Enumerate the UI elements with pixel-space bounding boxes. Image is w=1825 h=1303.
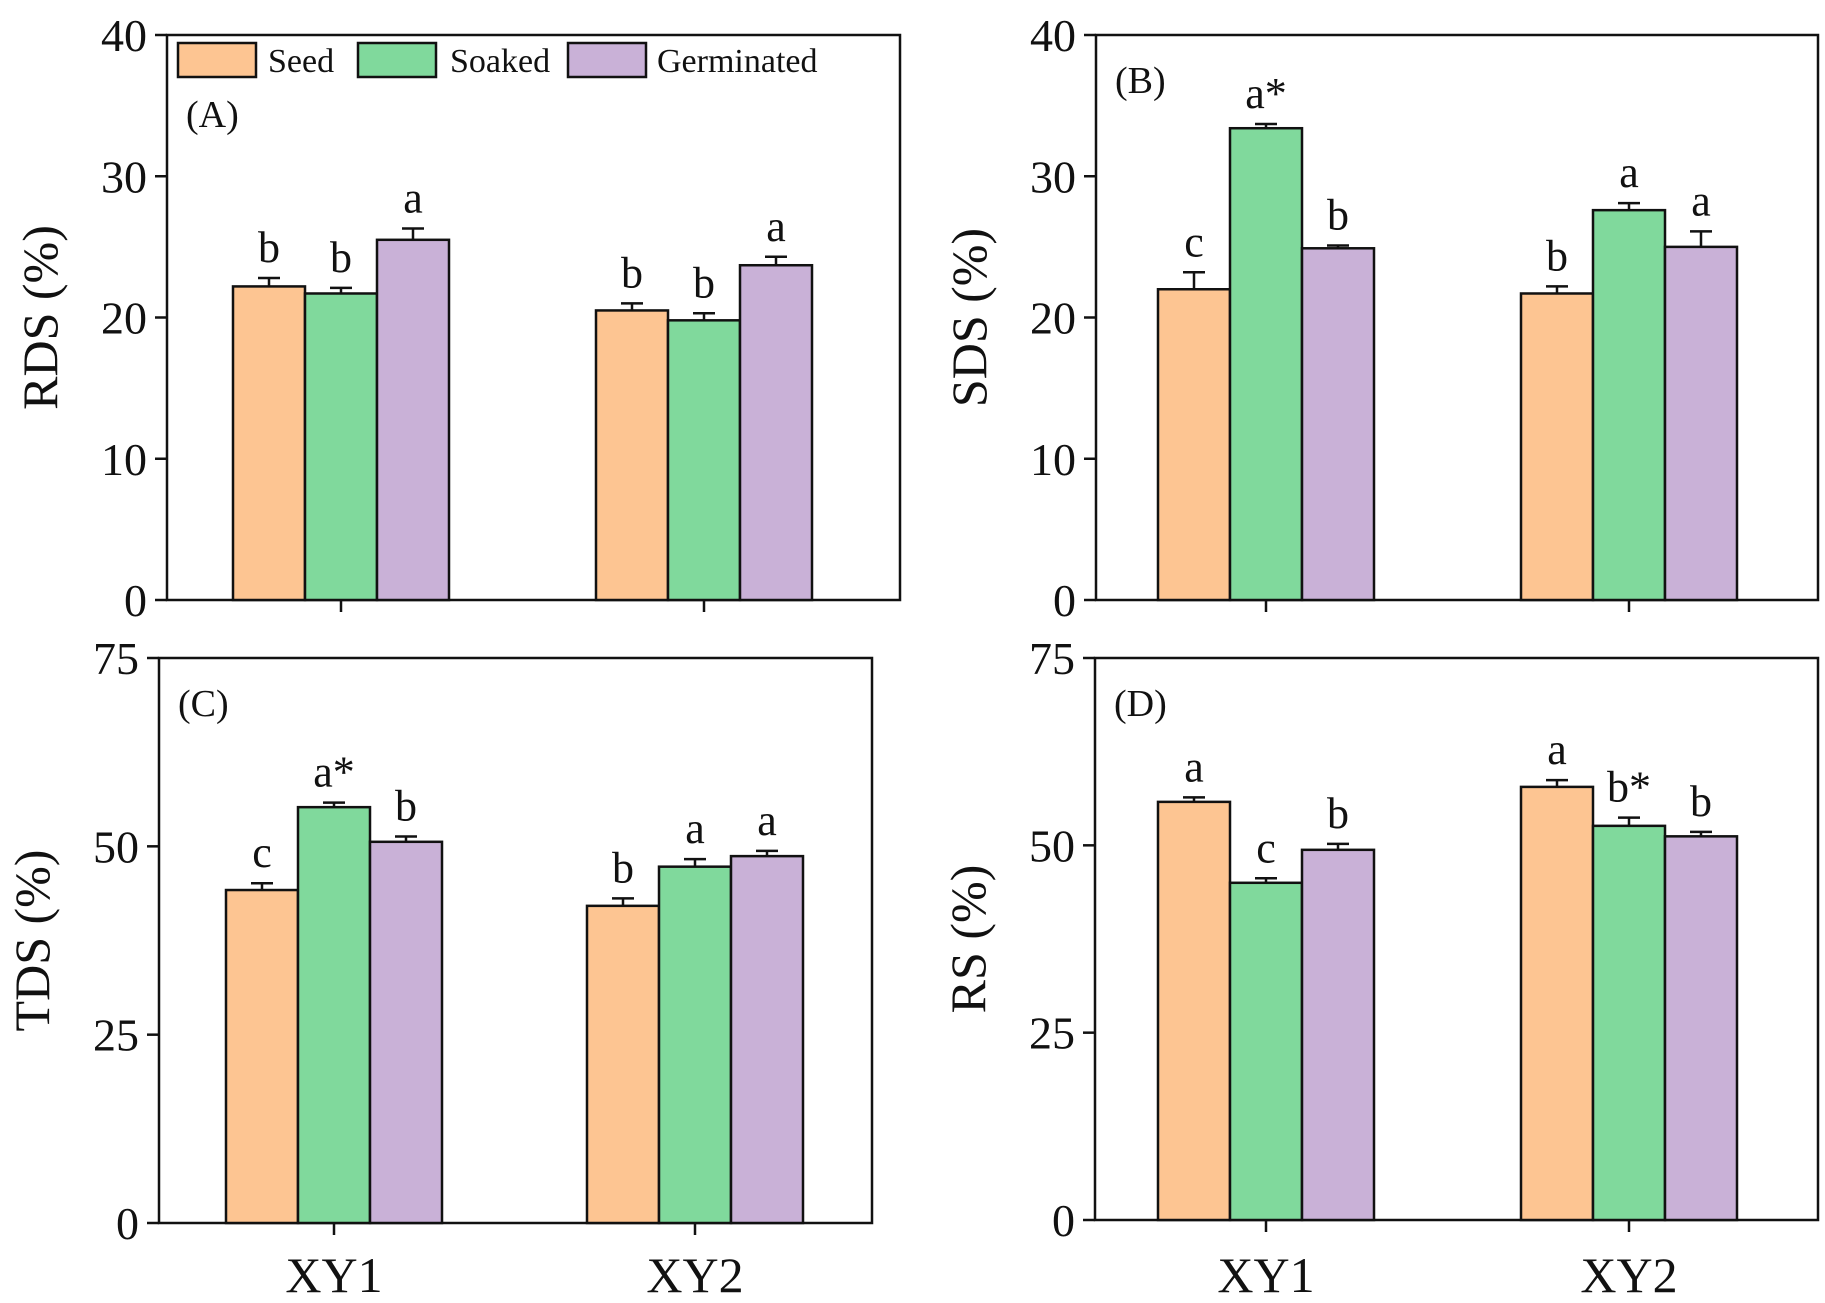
significance-label: a [757, 796, 777, 845]
y-axis-title: TDS (%) [4, 850, 60, 1032]
panel-label: (B) [1115, 60, 1166, 102]
significance-label: b [621, 248, 643, 297]
panel-label: (A) [186, 94, 239, 136]
bar-soaked-xy1 [296, 805, 372, 1225]
y-tick-label: 20 [1030, 293, 1076, 344]
y-tick-label: 30 [101, 151, 147, 202]
significance-label: a [766, 202, 786, 251]
panel-label: (D) [1114, 683, 1167, 725]
y-tick-label: 50 [93, 821, 139, 872]
legend-label-seed: Seed [268, 43, 334, 80]
significance-label: c [1184, 217, 1204, 266]
bar-seed-xy2 [594, 309, 670, 602]
panel-b: 0 10 20 30 40 SDS (%) (B) c b a* a b a [941, 10, 1820, 626]
y-tick-label: 0 [124, 575, 147, 626]
panel-a: 0 10 20 30 40 RDS (%) (A) b b b b a a [12, 10, 902, 626]
bar-germinated-xy2 [1663, 245, 1739, 602]
y-tick-label: 0 [116, 1198, 139, 1249]
bar-seed-xy2 [1519, 785, 1595, 1222]
x-category-label: XY2 [1580, 1247, 1677, 1303]
significance-label: b [395, 782, 417, 831]
bar-soaked-xy1 [1228, 881, 1304, 1222]
y-tick-label: 25 [1029, 1008, 1075, 1059]
bar-seed-xy1 [231, 285, 307, 602]
significance-label: b [330, 233, 352, 282]
y-tick-label: 10 [1030, 434, 1076, 485]
x-category-label: XY1 [285, 1247, 382, 1303]
bar-germinated-xy1 [368, 840, 444, 1225]
significance-label: b [1546, 231, 1568, 280]
bar-soaked-xy2 [657, 865, 733, 1225]
plot-frame [1093, 656, 1820, 1222]
significance-label: a [1691, 176, 1711, 225]
significance-label: c [252, 828, 272, 877]
significance-label: a [1619, 148, 1639, 197]
y-tick-label: 30 [1030, 151, 1076, 202]
y-tick-label: 40 [101, 10, 147, 61]
y-axis-title: SDS (%) [941, 228, 997, 407]
significance-label: b [1690, 777, 1712, 826]
y-tick-label: 50 [1029, 820, 1075, 871]
significance-label: a* [313, 748, 355, 797]
significance-label: b* [1607, 763, 1651, 812]
y-tick-label: 10 [101, 434, 147, 485]
x-category-label: XY2 [646, 1247, 743, 1303]
legend-label-germinated: Germinated [657, 43, 818, 80]
legend: Seed Soaked Germinated [176, 41, 818, 80]
significance-label: c [1256, 823, 1276, 872]
y-axis-title: RDS (%) [12, 225, 68, 410]
bar-germinated-xy1 [1300, 247, 1376, 602]
panel-label: (C) [178, 683, 229, 725]
bar-soaked-xy2 [1591, 208, 1667, 602]
y-tick-label: 75 [93, 633, 139, 684]
bar-seed-xy2 [1519, 292, 1595, 602]
significance-label: b [1327, 190, 1349, 239]
legend-label-soaked: Soaked [450, 43, 550, 80]
bar-seed-xy2 [585, 904, 661, 1225]
bar-germinated-xy2 [738, 263, 814, 602]
significance-label: a [685, 804, 705, 853]
bar-germinated-xy1 [1300, 848, 1376, 1222]
legend-swatch-soaked [356, 41, 438, 79]
significance-label: a [1184, 742, 1204, 791]
y-tick-label: 75 [1029, 633, 1075, 684]
y-tick-label: 0 [1053, 575, 1076, 626]
panel-d: 0 25 50 75 RS (%) (D) a a c b* b b XY1 XY2 [940, 633, 1820, 1303]
bar-germinated-xy1 [375, 238, 451, 602]
bar-seed-xy1 [1156, 800, 1232, 1222]
legend-swatch-seed [176, 41, 258, 79]
y-tick-label: 40 [1030, 10, 1076, 61]
y-axis-title: RS (%) [940, 865, 996, 1014]
significance-label: b [693, 258, 715, 307]
bar-soaked-xy1 [303, 292, 379, 602]
bar-soaked-xy1 [1228, 126, 1304, 602]
y-tick-label: 20 [101, 293, 147, 344]
bar-soaked-xy2 [1591, 824, 1667, 1222]
legend-swatch-germinated [566, 41, 648, 79]
plot-frame [157, 656, 874, 1225]
significance-label: a [1547, 725, 1567, 774]
bar-seed-xy1 [224, 888, 300, 1225]
significance-label: a [403, 174, 423, 223]
significance-label: a* [1245, 69, 1287, 118]
x-category-label: XY1 [1217, 1247, 1314, 1303]
significance-label: b [1327, 789, 1349, 838]
y-tick-label: 25 [93, 1010, 139, 1061]
panel-c: 0 25 50 75 TDS (%) (C) c b a* a b a XY1 XY2 [4, 633, 874, 1303]
bar-germinated-xy2 [729, 854, 805, 1225]
bar-germinated-xy2 [1663, 835, 1739, 1222]
significance-label: b [612, 843, 634, 892]
bar-seed-xy1 [1156, 288, 1232, 602]
significance-label: b [258, 223, 280, 272]
bar-soaked-xy2 [666, 319, 742, 602]
y-tick-label: 0 [1052, 1195, 1075, 1246]
